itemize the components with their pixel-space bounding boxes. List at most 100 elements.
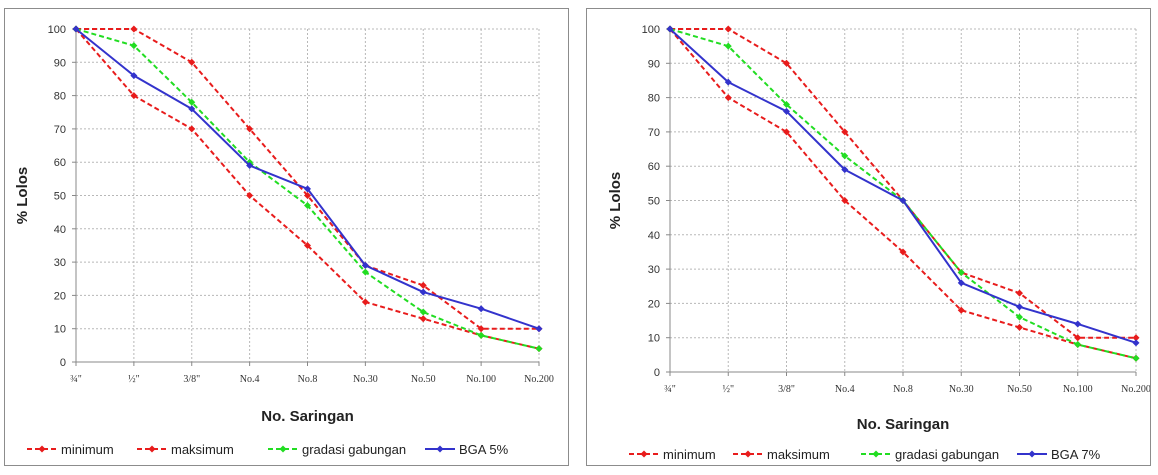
data-point [957,306,965,314]
legend-item: BGA 7% [1017,447,1101,462]
legend-label: BGA 7% [1051,447,1101,462]
data-point [188,58,196,66]
chart-panel-bga-5: 0 10 20 30 40 50 60 70 80 90 100 ¾" ½" 3/8" No.4 No.8 No… [4,8,569,466]
y-tick-label: 30 [648,264,660,276]
y-tick-label: 70 [54,124,66,136]
legend-item: minimum [629,447,716,462]
legend-label: BGA 5% [459,442,509,457]
legend-swatch-marker [279,445,287,453]
legend-swatch-marker [1028,450,1036,458]
data-point [246,125,254,133]
data-point [188,98,196,106]
legend-label: minimum [61,442,114,457]
chart-panel-bga-7: 0 10 20 30 40 50 60 70 80 90 100 ¾" ½" 3/8" No.4 No.8 No… [586,8,1151,466]
x-tick-label: No.100 [466,374,496,385]
legend-swatch-marker [744,450,752,458]
data-point [841,152,849,160]
y-tick-label: 90 [54,57,66,69]
data-point [477,331,485,339]
series-line [669,28,1137,360]
series-bga-7- [666,25,1140,347]
data-point [1074,334,1082,342]
legend-item: minimum [27,442,114,457]
y-tick-label: 80 [648,93,660,105]
y-tick-label: 0 [60,357,66,369]
data-point [1016,289,1023,297]
data-point [1132,354,1140,362]
y-tick-label: 50 [54,191,66,203]
x-tick-label: No.8 [298,374,318,385]
x-tick-label: No.30 [949,384,974,395]
data-point [1132,334,1140,342]
legend-swatch-marker [148,445,156,453]
y-axis-title: % Lolos [14,167,31,225]
data-point [783,107,790,115]
x-tick-label: No.30 [353,374,378,385]
data-point [841,197,849,204]
data-point [957,279,965,287]
legend: minimum maksimum gradasi gabungan BGA 5% [27,442,509,457]
y-tick-label: 10 [54,324,66,336]
line-chart-bga-5: 0 10 20 30 40 50 60 70 80 90 100 ¾" ½" 3/8" No.4 No.8 No… [14,24,554,457]
data-point [1016,313,1023,321]
x-tick-label: No.4 [835,384,855,395]
data-point [899,248,907,256]
y-tick-label: 40 [648,230,660,242]
data-point [419,315,427,323]
x-axis-title: No. Saringan [857,416,950,433]
data-point [188,105,196,113]
data-point [535,345,543,353]
data-point [899,197,907,204]
gridlines [670,28,1137,373]
legend-label: gradasi gabungan [302,442,406,457]
data-point [724,78,732,86]
data-point [419,308,427,316]
legend-label: maksimum [171,442,234,457]
data-point [724,25,732,33]
x-tick-label: No.200 [1121,384,1150,395]
data-point [246,162,254,170]
data-point [841,166,849,174]
data-point [783,100,790,108]
data-point [130,72,138,80]
x-tick-label: No.50 [1007,384,1032,395]
data-point [1074,320,1082,328]
legend-label: minimum [663,447,716,462]
y-tick-label: 0 [654,367,660,379]
data-point [361,268,369,276]
series-line [670,28,1136,339]
x-tick-label: 3/8" [183,374,200,385]
series-bga-5- [72,25,543,333]
x-tick-label: ½" [128,374,140,385]
x-tick-label: ¾" [70,374,82,385]
data-point [1132,339,1140,347]
y-tick-label: 10 [648,333,660,345]
legend-swatch-marker [640,450,648,458]
data-point [783,128,790,136]
data-point [1016,303,1023,311]
line-chart-bga-7: 0 10 20 30 40 50 60 70 80 90 100 ¾" ½" 3/8" No.4 No.8 No… [607,24,1150,462]
data-point [304,201,311,209]
x-tick-label: No.100 [1063,384,1093,395]
legend-item: gradasi gabungan [861,447,999,462]
x-tick-label: 3/8" [778,384,795,395]
data-point [361,261,369,269]
data-point [1016,323,1023,331]
legend: minimum maksimum gradasi gabungan BGA 7% [629,447,1101,462]
y-axis-title: % Lolos [607,172,624,230]
legend-item: maksimum [137,442,234,457]
data-point [724,42,732,50]
data-point [783,59,790,67]
data-point [188,125,196,133]
x-tick-label: ½" [722,384,734,395]
y-tick-label: 50 [648,196,660,208]
series-line [76,28,539,330]
y-tick-label: 100 [48,24,66,36]
data-point [535,325,543,333]
series-gradasi-gabungan [72,25,543,353]
legend-item: BGA 5% [425,442,509,457]
legend-item: gradasi gabungan [268,442,406,457]
data-point [304,185,311,193]
data-point [361,298,369,306]
x-tick-label: ¾" [664,384,676,395]
